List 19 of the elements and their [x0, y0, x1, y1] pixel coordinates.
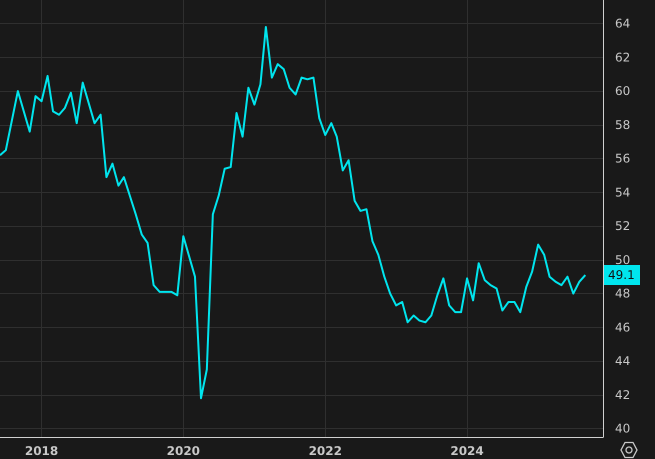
y-tick-label: 40: [615, 422, 630, 436]
y-tick-label: 58: [615, 118, 630, 132]
y-tick-label: 56: [615, 152, 630, 166]
y-tick-label: 64: [615, 16, 630, 31]
y-tick-label: 62: [615, 50, 630, 64]
y-tick-label: 48: [615, 286, 630, 301]
y-tick-label: 50: [615, 252, 630, 267]
line-series: [0, 26, 586, 400]
y-tick-label: 54: [615, 185, 630, 200]
y-tick-label: 42: [615, 388, 630, 402]
x-tick-label: 2020: [166, 444, 200, 458]
x-tick-label: 2022: [308, 444, 342, 458]
x-tick-label: 2018: [24, 444, 58, 458]
y-tick-label: 46: [615, 320, 630, 334]
x-tick-label: 2024: [450, 444, 484, 458]
annotation: 49.1: [608, 268, 635, 282]
y-tick-label: 44: [615, 354, 630, 368]
y-tick-label: 60: [615, 84, 630, 98]
y-tick-label: 52: [615, 219, 630, 234]
